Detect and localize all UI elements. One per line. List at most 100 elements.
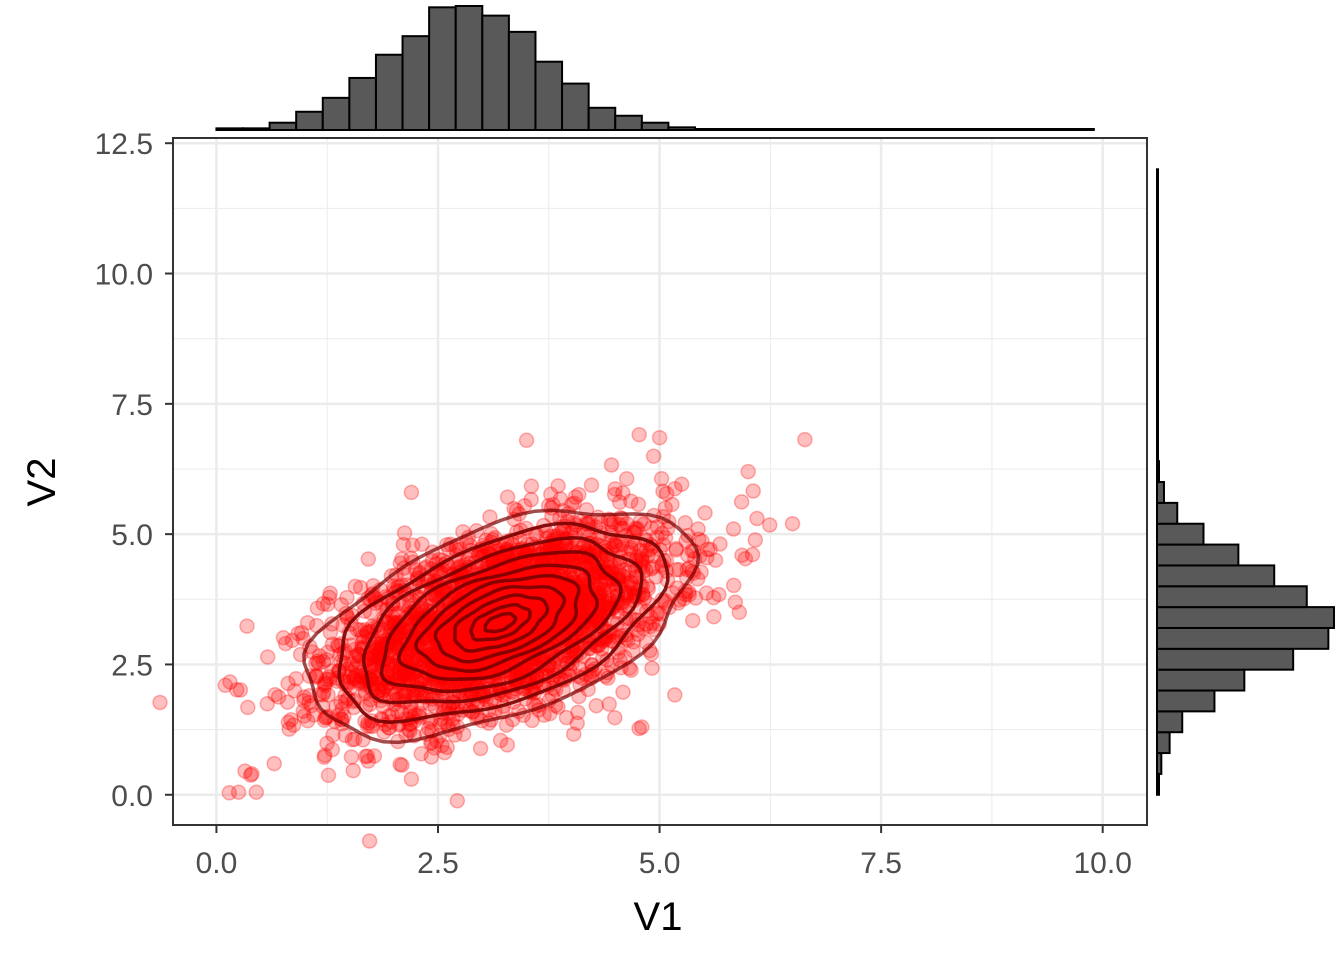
scatter-point [611, 564, 627, 580]
scatter-point [345, 762, 361, 779]
scatter-point [623, 539, 639, 556]
scatter-point [390, 704, 406, 720]
scatter-point [392, 756, 408, 773]
scatter-point [279, 694, 296, 710]
scatter-point [616, 569, 632, 585]
histogram-bar [507, 30, 537, 131]
scatter-point [623, 493, 639, 509]
scatter-point [603, 516, 620, 533]
scatter-point [737, 550, 754, 567]
scatter-point [690, 521, 706, 537]
scatter-point [317, 747, 333, 763]
scatter-point [365, 649, 382, 665]
scatter-point [248, 784, 265, 800]
scatter-point [644, 660, 660, 676]
scatter-point [328, 698, 344, 715]
histogram-bar [561, 82, 590, 131]
scatter-point [570, 704, 586, 721]
histogram-bar [640, 121, 670, 131]
y-tick-label: 12.5 [95, 128, 153, 161]
histogram-bar [1156, 689, 1216, 713]
scatter-point [413, 746, 429, 762]
scatter-point [239, 618, 255, 634]
scatter-point [240, 699, 256, 716]
scatter-point [667, 687, 683, 703]
scatter-point [552, 491, 569, 507]
scatter-point [407, 562, 424, 578]
scatter-point [618, 470, 635, 487]
x-axis-title: V1 [634, 895, 683, 939]
scatter-point [671, 561, 687, 578]
scatter-point [740, 463, 756, 480]
y-tick-label: 2.5 [111, 649, 153, 682]
scatter-point [733, 494, 750, 510]
histogram-bar [1156, 314, 1159, 338]
scatter-point [734, 547, 750, 563]
scatter-point [449, 793, 466, 809]
histogram-bar [694, 128, 723, 131]
scatter-point [290, 625, 306, 642]
scatter-point [523, 478, 540, 494]
scatter-point [595, 581, 612, 598]
scatter-point [797, 431, 813, 448]
scatter-point [403, 771, 420, 787]
scatter-point [232, 682, 249, 698]
histogram-bar [1156, 335, 1159, 358]
scatter-point [349, 621, 366, 638]
scatter-point [347, 641, 363, 658]
scatter-point [631, 426, 647, 443]
scatter-point [569, 715, 585, 732]
histogram-bar [1156, 272, 1159, 296]
histogram-bar [1156, 418, 1159, 442]
scatter-point [286, 683, 303, 699]
histogram-bar [1156, 293, 1159, 317]
scatter-point [619, 516, 635, 532]
scatter-point [667, 480, 683, 497]
scatter-point [281, 721, 297, 737]
scatter-point [472, 740, 489, 757]
histogram-bar [1156, 230, 1159, 254]
histogram-bar [215, 127, 245, 131]
scatter-point [635, 620, 652, 637]
histogram-bar [1156, 189, 1159, 212]
histogram-bar [1156, 668, 1246, 692]
histogram-bar [800, 128, 829, 131]
scatter-point [578, 593, 595, 609]
scatter-point [615, 684, 631, 700]
histogram-bar [1156, 606, 1335, 629]
scatter-point [405, 537, 421, 554]
y-axis-title: V2 [20, 458, 64, 507]
histogram-bar [1156, 439, 1159, 463]
scatter-point [288, 670, 304, 687]
scatter-point [333, 596, 350, 613]
scatter-point [566, 495, 582, 511]
scatter-point [230, 784, 247, 800]
y-tick-label: 7.5 [111, 389, 153, 422]
histogram-bar [1156, 397, 1159, 421]
histogram-bar [986, 128, 1016, 131]
scatter-point [295, 703, 311, 719]
scatter-point [217, 677, 234, 694]
scatter-point [634, 719, 650, 735]
histogram-bar [667, 126, 697, 132]
y-tick-label: 5.0 [111, 519, 153, 552]
histogram-bar [401, 35, 431, 132]
scatter-point [706, 608, 722, 625]
scatter-point [310, 655, 327, 672]
gridlines [173, 138, 1147, 825]
histogram-bar [880, 128, 909, 131]
scatter-point [668, 540, 684, 557]
histogram-bar [1156, 501, 1179, 525]
scatter-point [403, 484, 420, 501]
scatter-point [744, 546, 761, 563]
y-tick-label: 10.0 [95, 259, 153, 292]
scatter-point [447, 604, 464, 620]
scatter-point [632, 542, 648, 559]
scatter-point [615, 485, 631, 501]
histogram-bar [295, 110, 324, 132]
scatter-point [342, 674, 358, 691]
scatter-point [339, 589, 355, 606]
scatter-point [266, 755, 282, 772]
histogram-bar [1156, 752, 1163, 775]
scatter-point [316, 749, 332, 765]
